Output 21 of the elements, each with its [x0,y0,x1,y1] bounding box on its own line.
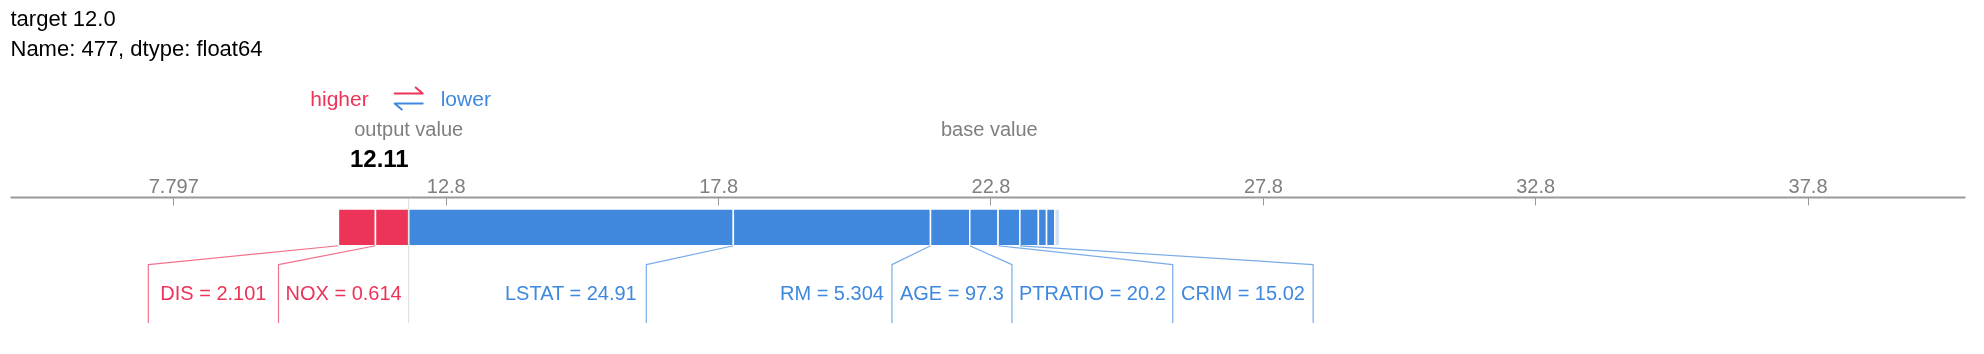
chart-title: target 12.0 [10,6,116,31]
x-tick-label: 37.8 [1788,174,1828,197]
text: base value [940,117,1038,140]
text: output value [354,117,464,140]
text: lower [440,87,491,110]
chart-subtitle: Name: 477, dtype: float64 [10,36,263,61]
x-tick-label: 32.8 [1516,174,1556,197]
annotation: 12.11 [349,145,409,172]
text: higher [310,87,369,110]
text: PTRATIO = 20.2 [1018,282,1166,305]
text: AGE = 97.3 [899,282,1004,305]
series-label: LSTAT = 24.91 [504,282,637,305]
x-tick-label: 22.8 [971,174,1011,197]
x-tick-label: 17.8 [699,174,739,197]
text: DIS = 2.101 [160,282,267,305]
series-label: RM = 5.304 [779,282,884,305]
series-label: NOX = 0.614 [285,282,402,305]
text: CRIM = 15.02 [1180,282,1305,305]
x-tick-label: 7.797 [148,174,199,197]
x-tick-label: 27.8 [1243,174,1283,197]
x-tick-label: 12.8 [426,174,466,197]
